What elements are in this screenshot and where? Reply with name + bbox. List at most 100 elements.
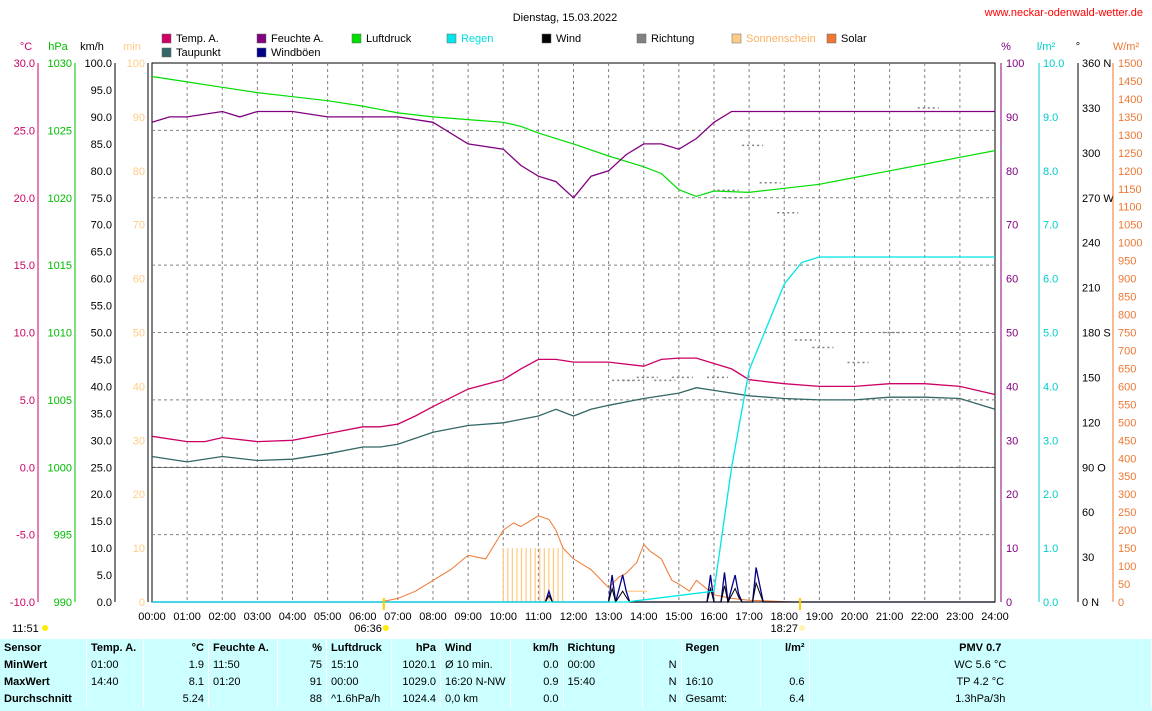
x-tick-label: 12:00 [560, 611, 588, 623]
legend-label: Windböen [271, 47, 321, 59]
axis-tick-label: 300 [1118, 489, 1136, 501]
axis-tick-label: 120 [1082, 417, 1100, 429]
direction-avg-time [563, 690, 643, 707]
axis-tick-label: -10.0 [10, 597, 35, 609]
axis-tick-label: 600 [1118, 381, 1136, 393]
axis-tick-label: 75.0 [91, 193, 112, 205]
legend-label: Richtung [651, 33, 694, 45]
axis-tick-label: 240 [1082, 238, 1100, 250]
temp-unit-label: °C [20, 41, 32, 53]
axis-tick-label: 40 [1006, 381, 1018, 393]
website-link[interactable]: www.neckar-odenwald-wetter.de [984, 7, 1143, 19]
axis-tick-label: 80 [133, 166, 145, 178]
sensor-header: Sensor [0, 639, 87, 656]
x-tick-label: 14:00 [630, 611, 658, 623]
axis-tick-label: 10 [1006, 543, 1018, 555]
dewpoint: TP 4.2 °C [809, 673, 1152, 690]
wind-max-time-text: 16:20 [445, 675, 473, 688]
axis-tick-label: 1400 [1118, 94, 1142, 106]
axis-tick-label: 100.0 [84, 58, 112, 70]
x-tick-label: 18:00 [770, 611, 798, 623]
rain-unit-header: l/m² [760, 639, 810, 656]
axis-tick-label: 90 [133, 112, 145, 124]
axis-tick-label: 1150 [1118, 184, 1142, 196]
weather-chart: Dienstag, 15.03.2022 www.neckar-odenwald… [9, 7, 1143, 635]
axis-tick-label: 80.0 [91, 166, 112, 178]
sunrise-icon [382, 625, 389, 631]
sun-unit-label: min [123, 41, 141, 53]
axis-tick-label: 450 [1118, 435, 1136, 447]
statistics-table: Sensor Temp. A. °C Feuchte A. % Luftdruc… [0, 639, 1152, 707]
axis-tick-label: 10.0 [14, 328, 35, 340]
pressure-min-value: 1020.1 [391, 656, 441, 673]
sunset-time: 18:27 [771, 623, 799, 635]
pressure-max-time: 00:00 [326, 673, 392, 690]
temp-min-value: 1.9 [143, 656, 209, 673]
axis-tick-label: 360 N [1082, 58, 1111, 70]
x-tick-label: 07:00 [384, 611, 412, 623]
axis-tick-label: 85.0 [91, 139, 112, 151]
axis-tick-label: 25.0 [91, 462, 112, 474]
humidity-avg-time [208, 690, 278, 707]
x-tick-label: 08:00 [419, 611, 447, 623]
x-tick-label: 11:00 [525, 611, 552, 623]
axis-tick-label: 400 [1118, 453, 1136, 465]
axis-tick-label: -5.0 [16, 530, 35, 542]
legend-label: Wind [556, 33, 581, 45]
temp-avg-value: 5.24 [143, 690, 209, 707]
direction-max-value: N [642, 673, 682, 690]
legend-swatch [541, 33, 552, 44]
axis-tick-label: 95.0 [91, 85, 112, 97]
axis-tick-label: 1250 [1118, 148, 1142, 160]
legend-label: Feuchte A. [271, 33, 324, 45]
axis-tick-label: 1.0 [1043, 543, 1058, 555]
axis-tick-label: 55.0 [91, 301, 112, 313]
axis-tick-label: 70 [1006, 220, 1018, 232]
x-tick-label: 16:00 [700, 611, 728, 623]
pressure-trend: ^1.6hPa/h [326, 690, 392, 707]
axis-tick-label: 30 [133, 435, 145, 447]
axis-tick-label: 60.0 [91, 274, 112, 286]
rain-min-value [760, 656, 810, 673]
axis-tick-label: 60 [133, 274, 145, 286]
wind-distance: 0,0 km [440, 690, 511, 707]
axis-tick-label: 90 O [1082, 462, 1106, 474]
temp-header: Temp. A. [86, 639, 144, 656]
axis-tick-label: 700 [1118, 345, 1136, 357]
axis-tick-label: 50.0 [91, 328, 112, 340]
axis-tick-label: 950 [1118, 256, 1136, 268]
x-tick-label: 17:00 [735, 611, 763, 623]
wind-unit-label: km/h [80, 41, 104, 53]
legend-swatch [636, 33, 647, 44]
axis-tick-label: 1010 [48, 328, 72, 340]
axis-tick-label: 200 [1118, 525, 1136, 537]
pressure-unit-header: hPa [391, 639, 441, 656]
axis-tick-label: 15.0 [14, 260, 35, 272]
legend-swatch [731, 33, 742, 44]
axis-tick-label: 270 W [1082, 193, 1114, 205]
row-label: Durchschnitt [0, 690, 87, 707]
legend-label: Taupunkt [176, 47, 221, 59]
axis-tick-label: 100 [1118, 561, 1136, 573]
axis-tick-label: 1000 [48, 462, 72, 474]
axis-tick-label: 1000 [1118, 238, 1142, 250]
pressure-min-time: 15:10 [326, 656, 392, 673]
humidity-header: Feuchte A. [208, 639, 278, 656]
windchill: WC 5.6 °C [809, 656, 1152, 673]
axis-tick-label: 550 [1118, 399, 1136, 411]
axis-tick-label: 9.0 [1043, 112, 1058, 124]
axis-tick-label: 10 [133, 543, 145, 555]
row-label: MaxWert [0, 673, 87, 690]
axis-tick-label: 1005 [48, 395, 72, 407]
axis-tick-label: 210 [1082, 283, 1100, 295]
axis-tick-label: 25.0 [14, 125, 35, 137]
axis-tick-label: 3.0 [1043, 435, 1058, 447]
axis-tick-label: 90.0 [91, 112, 112, 124]
x-tick-label: 04:00 [279, 611, 307, 623]
axis-tick-label: 0 [1118, 597, 1124, 609]
pressure-line [151, 75, 996, 198]
axis-tick-label: 750 [1118, 328, 1136, 340]
axis-tick-label: 1350 [1118, 112, 1142, 124]
temp-unit-header: °C [143, 639, 209, 656]
stats-header-row: Sensor Temp. A. °C Feuchte A. % Luftdruc… [0, 639, 1152, 656]
